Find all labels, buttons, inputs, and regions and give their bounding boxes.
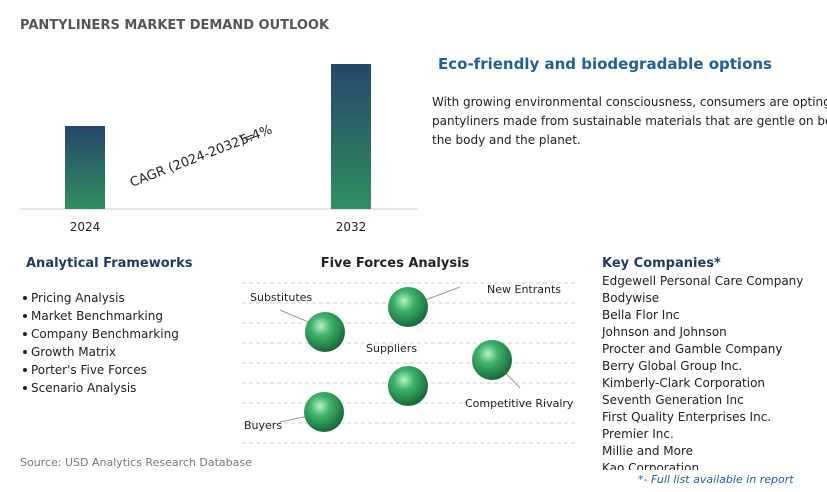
frameworks-heading: Analytical Frameworks [26,256,193,271]
framework-item: Growth Matrix [31,345,116,359]
bar [331,64,371,209]
framework-item: Market Benchmarking [31,309,163,323]
force-sphere [305,312,345,352]
companies-note: *- Full list available in report [638,473,794,486]
page-title: PANTYLINERS MARKET DEMAND OUTLOOK [20,18,330,33]
company-item: Berry Global Group Inc. [602,359,742,373]
company-item: Procter and Gamble Company [602,342,782,356]
company-item: Bodywise [602,291,659,305]
force-label: Competitive Rivalry [465,397,574,410]
company-item: Millie and More [602,444,693,458]
bullet [23,350,27,354]
bullet [23,368,27,372]
framework-item: Company Benchmarking [31,327,179,341]
bullet [23,314,27,318]
framework-item: Porter's Five Forces [31,363,147,377]
cagr-label: CAGR (2024-2032)= [128,129,257,191]
highlight-heading: Eco-friendly and biodegradable options [438,55,772,73]
company-item: Johnson and Johnson [601,325,727,339]
force-sphere [388,366,428,406]
bullet [23,332,27,336]
bar [65,126,105,209]
companies-heading: Key Companies* [602,256,721,271]
framework-item: Pricing Analysis [31,291,125,305]
highlight-text: pantyliners made from sustainable materi… [432,114,827,128]
company-item: Edgewell Personal Care Company [602,274,803,288]
companies-list: Edgewell Personal Care Company Bodywise Be… [601,274,803,475]
highlight-text: With growing environmental consciousness… [432,95,827,109]
force-label: Buyers [244,419,282,432]
force-label: Suppliers [366,342,417,355]
five-forces-heading: Five Forces Analysis [321,256,470,271]
x-tick-label: 2024 [70,220,101,234]
force-sphere [472,340,512,380]
company-item: Premier Inc. [602,427,674,441]
framework-item: Scenario Analysis [31,381,136,395]
company-item: Kao Corporation [602,461,699,475]
x-tick-label: 2032 [336,220,367,234]
force-sphere [388,287,428,327]
cagr-annotation: CAGR (2024-2032)=5.4% [128,123,274,191]
highlight-text: the body and the planet. [432,133,581,147]
company-item: Seventh Generation Inc [602,393,744,407]
force-sphere [304,392,344,432]
force-label: New Entrants [487,283,561,296]
bullet [23,386,27,390]
force-label: Substitutes [250,291,312,304]
company-item: Kimberly-Clark Corporation [602,376,765,390]
cagr-value: 5.4% [238,123,274,149]
company-item: Bella Flor Inc [602,308,680,322]
source: Source: USD Analytics Research Database [20,456,252,469]
company-item: First Quality Enterprises Inc. [602,410,771,424]
bullet [23,296,27,300]
